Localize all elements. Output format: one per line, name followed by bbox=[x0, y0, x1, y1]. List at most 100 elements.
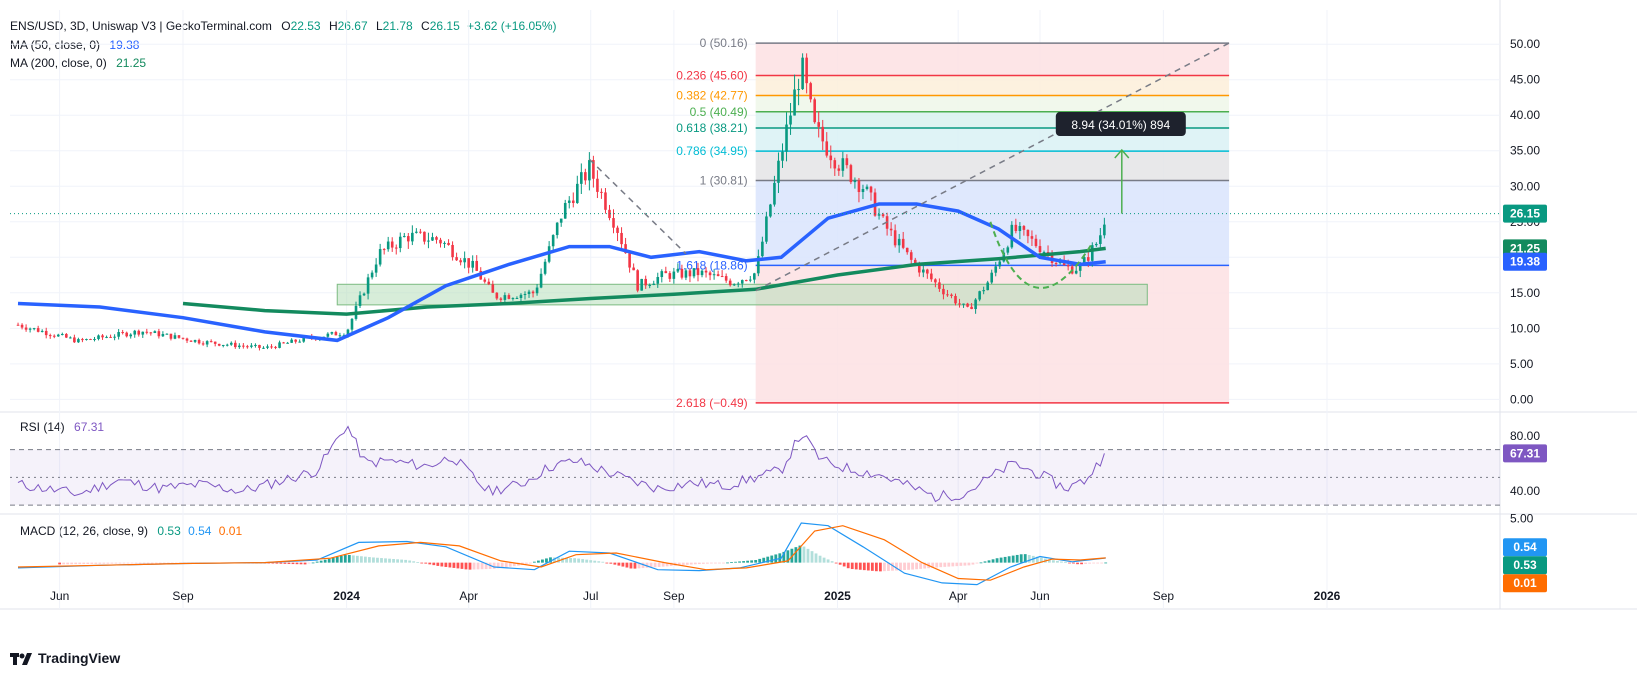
macd-histogram-bar bbox=[565, 557, 568, 563]
candle-body bbox=[447, 242, 450, 245]
macd-histogram-bar bbox=[838, 562, 842, 565]
candle-body bbox=[567, 200, 571, 203]
candle-body bbox=[515, 298, 519, 300]
candle-body bbox=[1095, 243, 1098, 246]
macd-histogram-bar bbox=[959, 562, 963, 566]
macd-histogram-bar bbox=[907, 562, 910, 570]
candle-body bbox=[628, 253, 631, 268]
candle-body bbox=[262, 347, 265, 349]
macd-histogram-bar bbox=[609, 562, 613, 564]
candle-body bbox=[994, 266, 998, 273]
macd-histogram-bar bbox=[496, 562, 500, 569]
candle-body bbox=[483, 279, 487, 282]
candle-body bbox=[386, 241, 390, 250]
ma200-legend[interactable]: MA (200, close, 0) 21.25 bbox=[10, 55, 146, 71]
macd-histogram-bar bbox=[830, 561, 834, 563]
candle-body bbox=[696, 268, 700, 276]
macd-histogram-bar bbox=[842, 562, 846, 567]
macd-histogram-bar bbox=[585, 559, 589, 563]
time-tick-label: 2025 bbox=[824, 589, 851, 603]
macd-histogram-bar bbox=[629, 562, 633, 569]
macd-histogram-bar bbox=[158, 562, 162, 564]
macd-histogram-bar bbox=[396, 559, 399, 563]
candle-body bbox=[165, 333, 169, 335]
candle-body bbox=[302, 337, 306, 342]
tradingview-logo[interactable]: TradingView bbox=[10, 650, 120, 666]
macd-histogram-bar bbox=[106, 562, 110, 564]
fib-band bbox=[755, 43, 1230, 76]
low-label: L bbox=[375, 19, 383, 33]
macd-histogram-bar bbox=[862, 562, 866, 571]
macd-histogram-bar bbox=[319, 560, 323, 563]
candle-body bbox=[781, 151, 784, 161]
ma50-legend[interactable]: MA (50, close, 0) 19.38 bbox=[10, 37, 139, 53]
macd-histogram-bar bbox=[621, 562, 625, 567]
candle-body bbox=[930, 273, 933, 280]
candle-body bbox=[913, 259, 917, 264]
candle-body bbox=[48, 335, 52, 337]
macd-badge bbox=[1503, 556, 1547, 575]
rsi-tick-label: 40.00 bbox=[1510, 484, 1540, 498]
macd-histogram-bar bbox=[428, 562, 432, 565]
macd-histogram-bar bbox=[170, 562, 174, 564]
macd-histogram-bar bbox=[110, 562, 114, 564]
macd-histogram-bar bbox=[138, 562, 142, 564]
candle-body bbox=[740, 280, 744, 284]
macd-histogram-bar bbox=[424, 562, 428, 564]
candle-body bbox=[411, 232, 414, 242]
macd-histogram-bar bbox=[323, 559, 327, 563]
candle-body bbox=[1022, 226, 1026, 230]
candle-body bbox=[575, 183, 579, 204]
candle-body bbox=[85, 339, 88, 341]
candle-body bbox=[467, 258, 470, 268]
candle-body bbox=[571, 200, 575, 204]
price-tick-label: 10.00 bbox=[1510, 321, 1540, 335]
candle-body bbox=[909, 252, 913, 260]
measure-label: 8.94 (34.01%) 894 bbox=[1071, 118, 1170, 132]
macd-histogram-bar bbox=[82, 562, 86, 565]
macd-histogram-bar bbox=[597, 561, 601, 563]
candle-body bbox=[258, 344, 261, 348]
macd-histogram-bar bbox=[758, 558, 762, 563]
candle-body bbox=[378, 249, 382, 265]
macd-histogram-bar bbox=[1064, 562, 1067, 563]
macd-histogram-bar bbox=[476, 562, 480, 570]
macd-histogram-bar bbox=[364, 556, 367, 563]
candles bbox=[16, 53, 1106, 351]
candle-body bbox=[950, 294, 953, 296]
macd-histogram-bar bbox=[1039, 557, 1043, 563]
macd-histogram-bar bbox=[90, 562, 94, 564]
candle-body bbox=[692, 268, 696, 277]
rsi-title: RSI (14) bbox=[20, 420, 65, 434]
macd-histogram-bar bbox=[162, 562, 166, 564]
macd-histogram-bar bbox=[359, 556, 363, 563]
candle-body bbox=[402, 236, 406, 238]
candle-body bbox=[101, 335, 104, 338]
candle-body bbox=[246, 346, 249, 348]
candle-body bbox=[769, 204, 772, 217]
macd-histogram-bar bbox=[335, 556, 339, 563]
candle-body bbox=[1090, 245, 1094, 261]
macd-histogram-bar bbox=[967, 562, 971, 566]
macd-histogram-bar bbox=[802, 546, 806, 563]
candle-body bbox=[672, 271, 676, 279]
time-tick-label: 2026 bbox=[1314, 589, 1341, 603]
candle-body bbox=[298, 341, 301, 343]
macd-histogram-bar bbox=[524, 562, 528, 564]
candle-body bbox=[563, 202, 567, 219]
macd-histogram-bar bbox=[315, 561, 319, 563]
macd-histogram-bar bbox=[376, 557, 379, 563]
macd-histogram-bar bbox=[114, 562, 118, 564]
candle-body bbox=[238, 345, 241, 348]
candle-body bbox=[487, 281, 491, 285]
rsi-tick-label: 80.00 bbox=[1510, 429, 1540, 443]
candle-body bbox=[338, 335, 342, 337]
macd-histogram-bar bbox=[645, 562, 649, 568]
macd-histogram-bar bbox=[1052, 560, 1055, 563]
candle-body bbox=[382, 249, 386, 251]
macd-legend[interactable]: MACD (12, 26, close, 9) 0.53 0.54 0.01 bbox=[20, 524, 242, 538]
rsi-legend[interactable]: RSI (14) 67.31 bbox=[20, 420, 104, 434]
macd-badge-label: 0.54 bbox=[1513, 540, 1537, 554]
price-badge-label: 26.15 bbox=[1510, 207, 1540, 221]
